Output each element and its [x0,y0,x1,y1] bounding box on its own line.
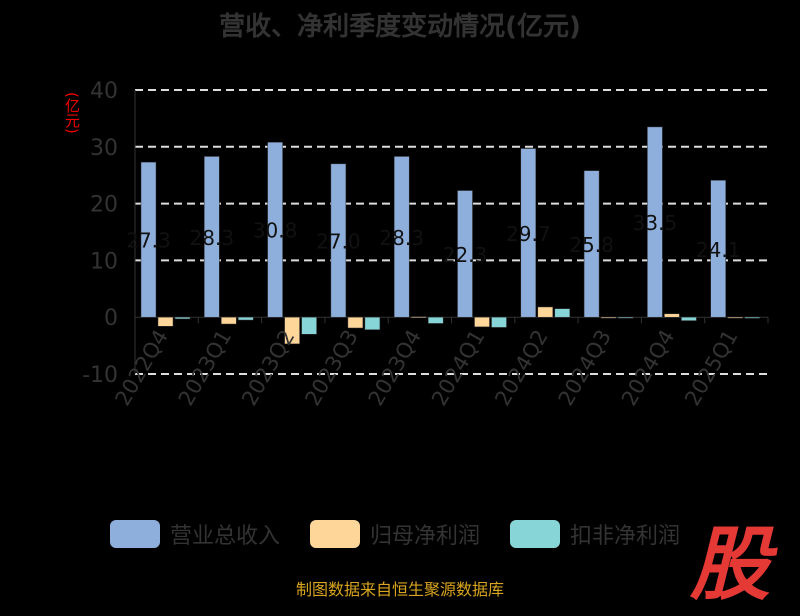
y-tick-label: 10 [90,249,118,274]
y-axis-unit: (亿元) [63,92,81,134]
y-tick-label: 40 [90,79,118,104]
bar-1 [474,316,490,328]
y-tick-label: -10 [82,363,118,388]
legend-label: 扣非净利润 [570,524,681,549]
y-tick-label: 30 [90,136,118,161]
bar-1 [664,313,680,318]
data-label: 28.3 [190,226,235,250]
bar-2 [554,308,571,318]
x-tick-label: 2024Q4 [617,326,679,410]
data-label: 29.7 [506,222,551,246]
bar-2 [301,316,317,335]
legend-item[interactable]: 扣非净利润 [510,518,680,550]
bar-0 [140,161,157,318]
bar-0 [204,156,220,318]
bar-0 [647,126,663,318]
chart-plot: -10 0 10 20 30 40 27.3 2022Q4 28.3 2023Q1 30.8 2023… [82,79,769,410]
x-tick-label: 2023Q4 [364,326,426,410]
data-label: 25.8 [569,233,614,257]
source-note: 制图数据来自恒生聚源数据库 [295,580,504,599]
legend-label: 归母净利润 [370,524,481,549]
x-tick-label: 2023Q1 [174,326,236,410]
x-tick-label: 2023Q3 [300,326,362,410]
bar-0 [267,142,283,318]
legend-item[interactable]: 归母净利润 [310,518,480,550]
chart-title: 营收、净利季度变动情况(亿元) [219,12,581,42]
bar-2 [491,316,507,328]
logo: 股 [690,518,770,611]
data-label: 22.3 [443,243,488,267]
bar-2 [174,316,191,320]
bar-1 [284,316,300,345]
bar-0 [457,190,473,318]
bar-2 [238,316,254,321]
legend-label: 营业总收入 [170,524,281,549]
y-tick-label: 0 [104,306,118,331]
legend-item[interactable]: 营业总收入 [110,518,280,550]
bar-1 [537,306,554,318]
x-tick-label: 2024Q2 [490,326,552,410]
legend-swatch [110,520,160,548]
bar-1 [600,316,617,319]
y-tick-label: 20 [90,193,118,218]
bar-1 [157,316,174,327]
data-label: 27.3 [126,229,171,253]
data-label: 27.0 [316,230,361,254]
bar-2 [364,316,381,330]
data-label: 24.1 [696,238,741,262]
x-tick-label: 2024Q1 [427,326,489,410]
bar-0 [520,148,537,318]
x-tick-label: 2023Q2 [237,326,299,410]
bar-1 [727,316,743,319]
bar-0 [330,163,347,318]
x-tick-label: 2024Q3 [554,326,616,410]
bar-1 [221,316,237,325]
bar-2 [681,316,697,321]
data-label: 30.8 [253,219,298,243]
legend-swatch [310,520,360,548]
legend-swatch [510,520,560,548]
x-tick-label: 2025Q1 [680,326,742,410]
bar-2 [744,316,760,319]
data-label: 33.5 [633,211,678,235]
bar-1 [347,316,364,329]
x-tick-label: 2022Q4 [111,326,173,410]
bar-0 [393,156,410,318]
bar-0 [583,170,600,318]
bar-2 [617,316,634,319]
data-label: 28.3 [379,226,424,250]
bar-1 [410,316,427,318]
bar-0 [710,180,726,318]
bar-2 [427,316,444,324]
